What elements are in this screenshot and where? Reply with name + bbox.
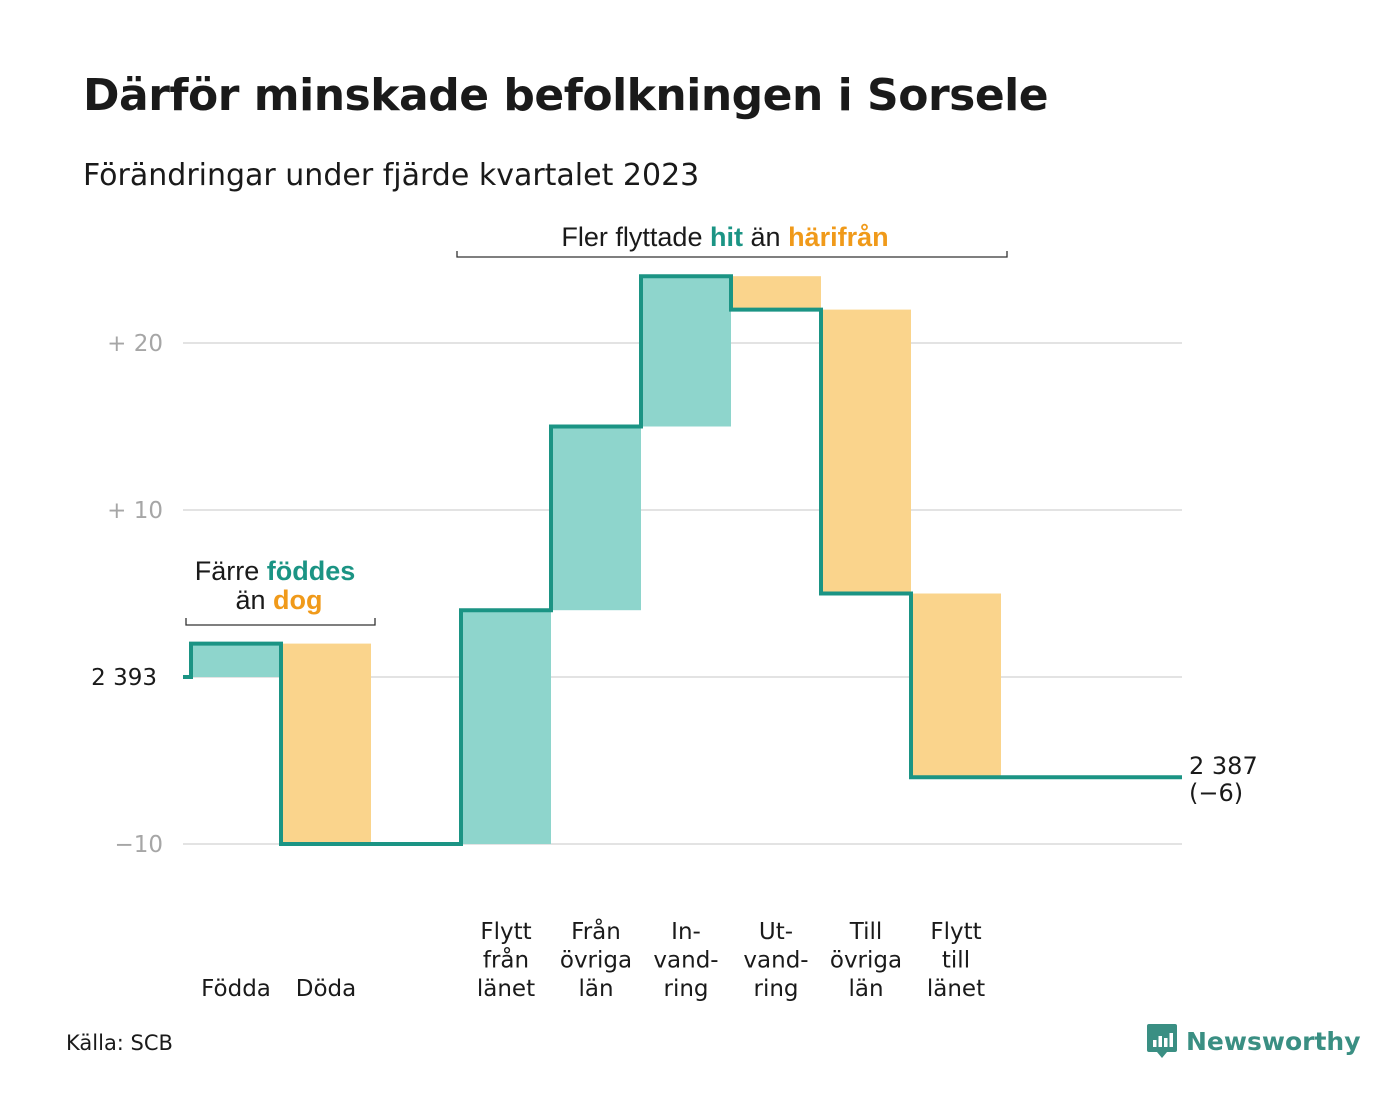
x-tick-label: övriga bbox=[830, 948, 902, 974]
waterfall-bar bbox=[281, 643, 371, 844]
harifran-highlight: härifrån bbox=[788, 222, 889, 252]
x-tick-label: ring bbox=[753, 976, 798, 1002]
x-tick-label: vand- bbox=[653, 948, 718, 974]
end-value-text: (−6) bbox=[1189, 779, 1243, 807]
x-tick-label: Från bbox=[571, 917, 621, 945]
cumulative-line bbox=[183, 274, 1182, 846]
y-axis-ticks: + 20 + 10 2 393 −10 bbox=[91, 331, 163, 858]
x-tick-label: vand- bbox=[743, 948, 808, 974]
brand-logo: Newsworthy bbox=[1146, 1022, 1361, 1060]
foddes-highlight: föddes bbox=[267, 556, 356, 586]
x-tick-label: från bbox=[483, 946, 529, 974]
x-tick-label: övriga bbox=[560, 948, 632, 974]
x-tick-label: länet bbox=[477, 976, 535, 1002]
births-annotation-line1: Färre föddes bbox=[195, 556, 356, 586]
migration-annotation-text: Fler flyttade hit än härifrån bbox=[561, 222, 888, 252]
dog-highlight: dog bbox=[273, 585, 322, 615]
waterfall-bar bbox=[911, 593, 1001, 778]
waterfall-bar bbox=[731, 276, 821, 310]
y-tick-label: −10 bbox=[114, 832, 163, 858]
waterfall-bar bbox=[191, 643, 281, 677]
migration-bracket bbox=[456, 251, 1008, 258]
births-bracket bbox=[185, 618, 376, 626]
x-tick-label: Till bbox=[849, 919, 883, 945]
x-tick-label: Döda bbox=[296, 976, 356, 1002]
x-tick-label: län bbox=[578, 976, 613, 1002]
x-tick-label: ring bbox=[663, 976, 708, 1002]
end-value-text: 2 387 bbox=[1189, 752, 1258, 780]
waterfall-bar bbox=[821, 309, 911, 594]
waterfall-bar bbox=[641, 276, 731, 427]
chart-title: Därför minskade befolkningen i Sorsele bbox=[83, 70, 1049, 121]
x-tick-label: Ut- bbox=[759, 919, 793, 945]
x-tick-label: Flytt bbox=[930, 919, 981, 945]
births-annotation: Färre föddes än dog bbox=[185, 556, 376, 626]
x-tick-label: län bbox=[848, 976, 883, 1002]
x-tick-label: Flytt bbox=[480, 919, 531, 945]
hit-highlight: hit bbox=[710, 222, 743, 252]
chart-subtitle: Förändringar under fjärde kvartalet 2023 bbox=[83, 158, 700, 193]
waterfall-bar bbox=[551, 426, 641, 611]
end-value-label: 2 387(−6) bbox=[1189, 752, 1258, 807]
brand-name: Newsworthy bbox=[1186, 1026, 1361, 1056]
births-annotation-line2: än dog bbox=[235, 585, 322, 615]
x-tick-label: till bbox=[942, 948, 970, 974]
newsworthy-logo-icon bbox=[1147, 1024, 1177, 1058]
x-axis-labels: Födda DödaFlyttfrånlänetFrånövrigalänIn-v… bbox=[201, 917, 985, 1002]
x-tick-label: In- bbox=[671, 919, 701, 945]
y-tick-label-baseline: 2 393 bbox=[91, 665, 157, 691]
migration-annotation: Fler flyttade hit än härifrån bbox=[456, 222, 1008, 258]
source-note: Källa: SCB bbox=[66, 1031, 173, 1055]
bars bbox=[191, 276, 1001, 844]
x-tick-label: länet bbox=[927, 976, 985, 1002]
waterfall-bar bbox=[461, 610, 551, 844]
y-tick-label: + 20 bbox=[107, 331, 163, 357]
y-tick-label: + 10 bbox=[107, 498, 163, 524]
x-tick-label: Födda bbox=[201, 976, 271, 1002]
